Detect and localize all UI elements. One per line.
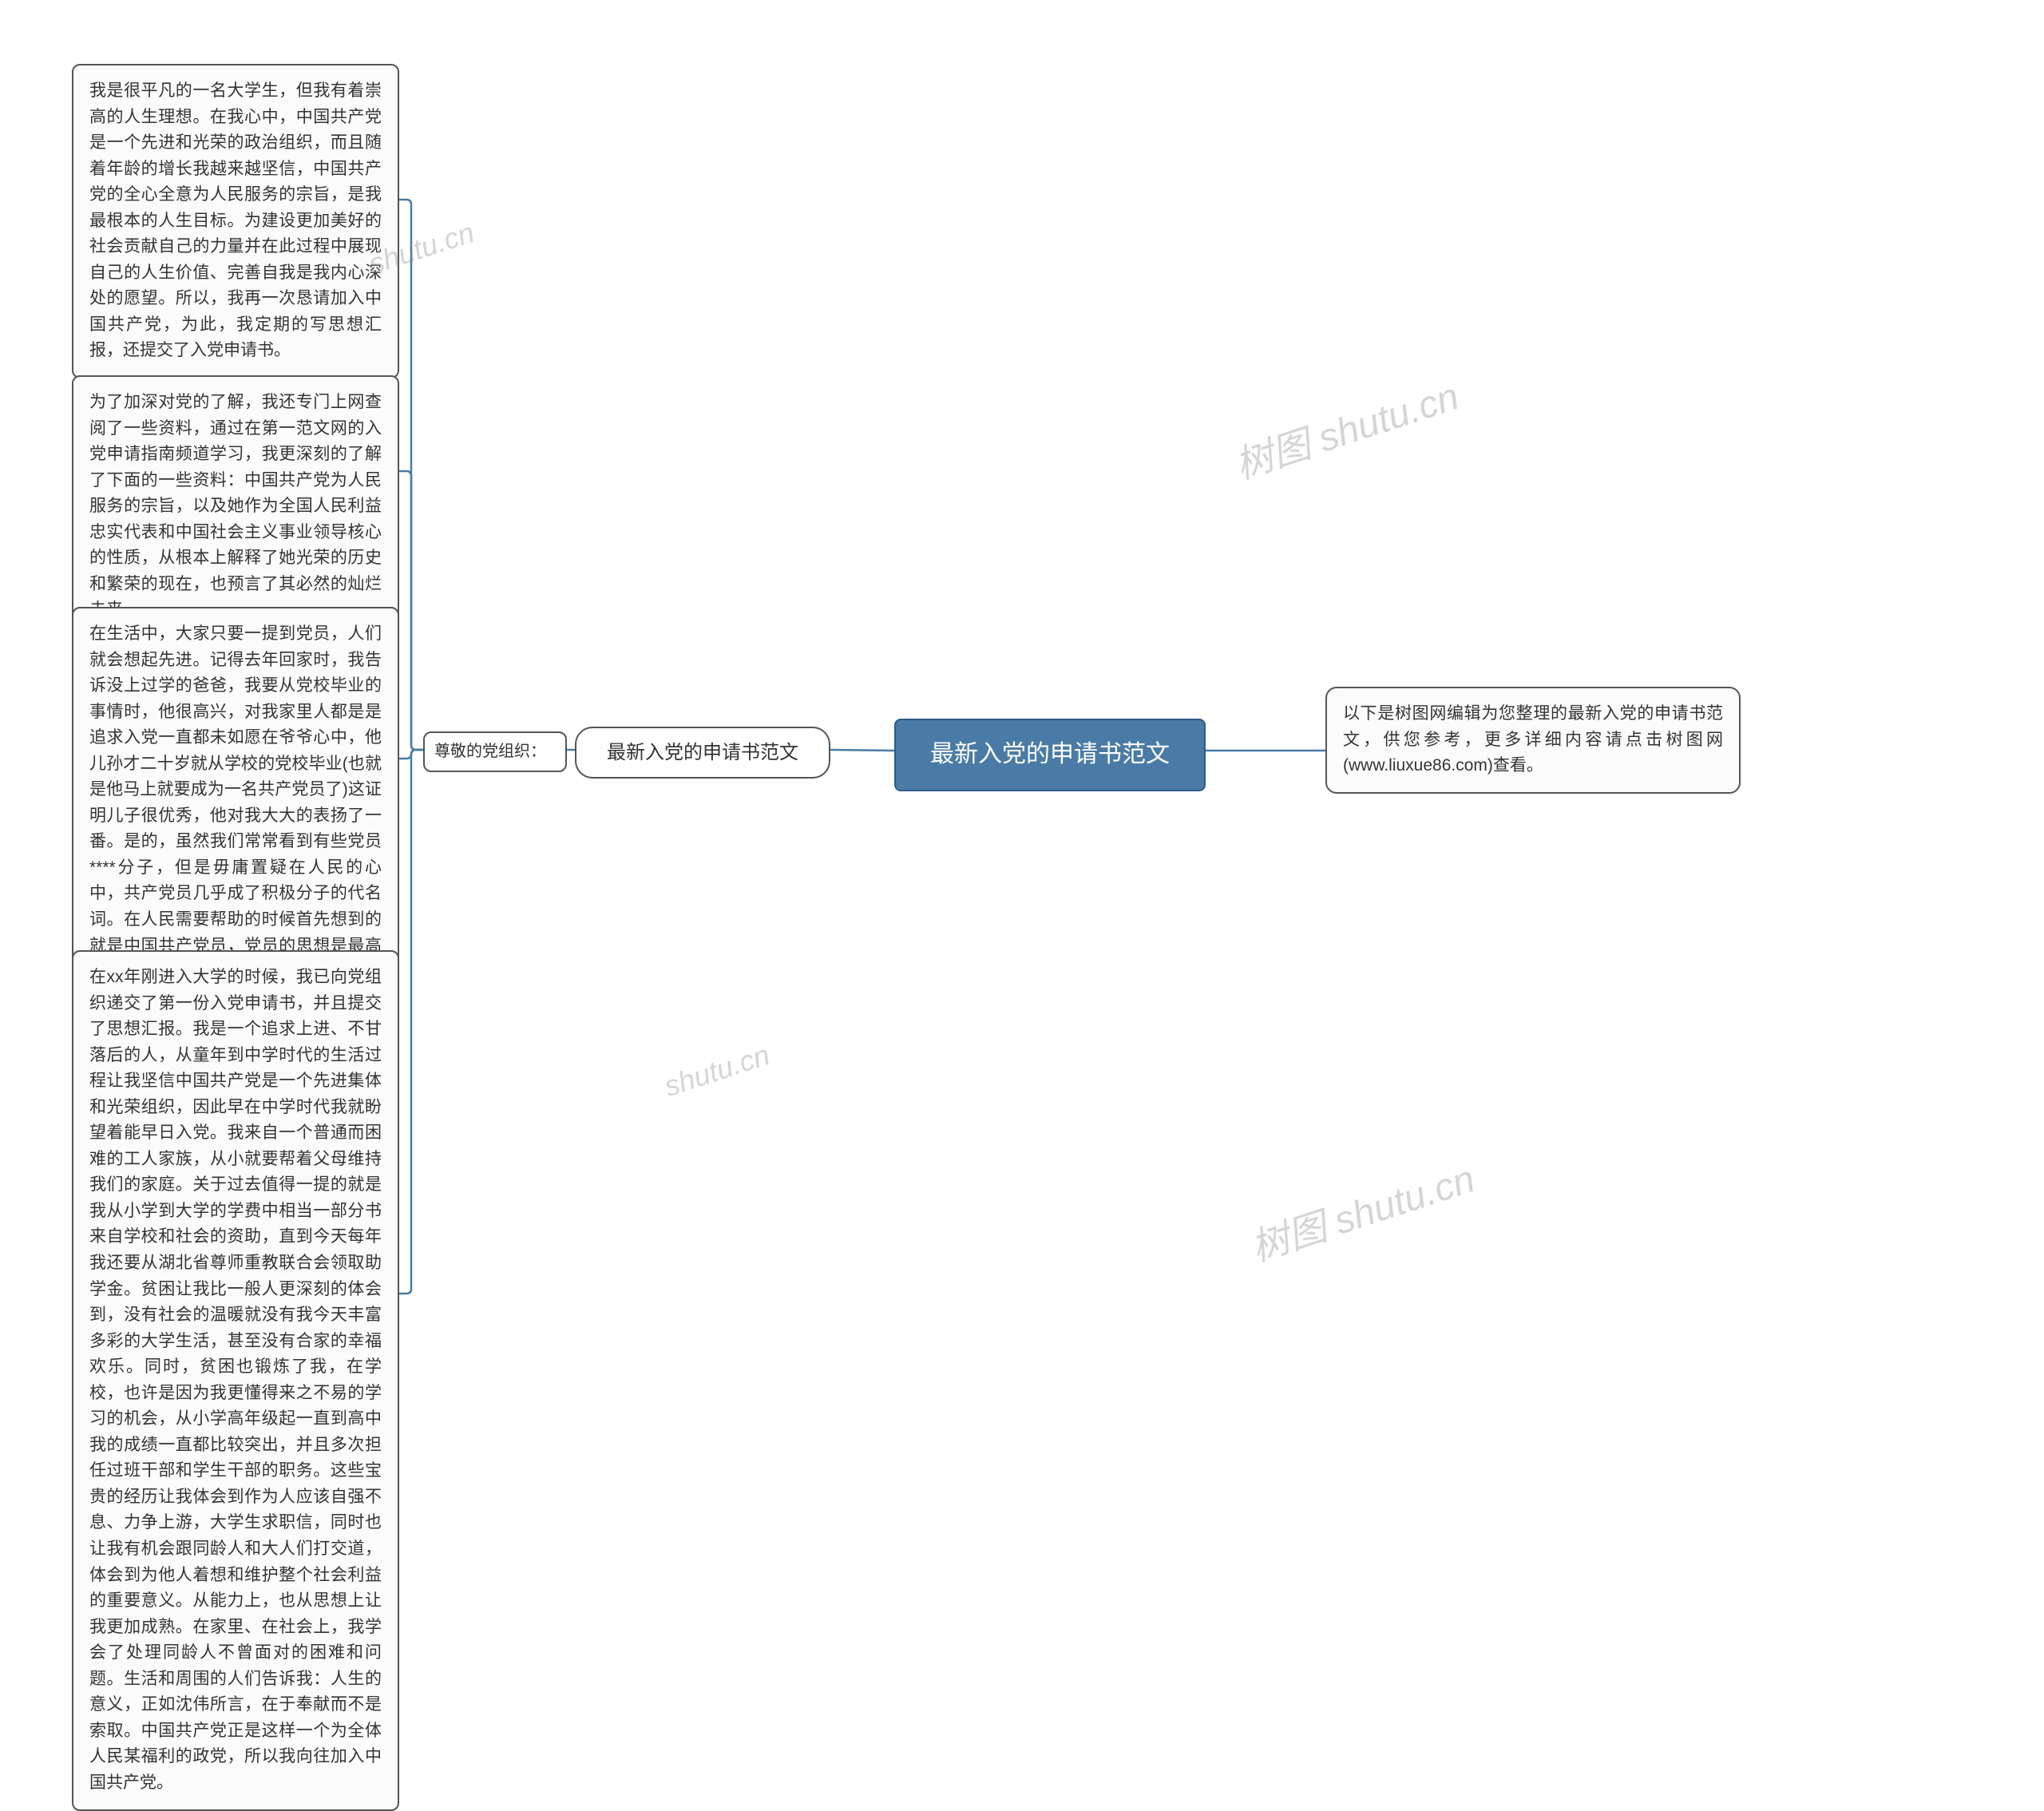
left-sub-greeting: 尊敬的党组织： (423, 731, 567, 772)
leaf-paragraph-2: 为了加深对党的了解，我还专门上网查阅了一些资料，通过在第一范文网的入党申请指南频… (72, 375, 399, 638)
connector-edge (399, 750, 423, 1294)
connector-edge (399, 750, 423, 759)
watermark-1: 树图 shutu.cn (1226, 365, 1464, 489)
connector-edge (399, 200, 423, 750)
watermark-4: shutu.cn (660, 1038, 774, 1104)
root-node[interactable]: 最新入党的申请书范文 (894, 719, 1206, 791)
leaf-paragraph-4: 在xx年刚进入大学的时候，我已向党组织递交了第一份入党申请书，并且提交了思想汇报… (72, 950, 399, 1811)
leaf-paragraph-1: 我是很平凡的一名大学生，但我有着崇高的人生理想。在我心中，中国共产党是一个先进和… (72, 64, 399, 378)
left-branch-title[interactable]: 最新入党的申请书范文 (575, 727, 830, 779)
watermark-2: 树图 shutu.cn (1242, 1147, 1480, 1272)
connector-edge (399, 471, 423, 750)
right-branch-description: 以下是树图网编辑为您整理的最新入党的申请书范文，供您参考，更多详细内容请点击树图… (1325, 687, 1741, 794)
connector-edge (830, 750, 894, 751)
leaf-paragraph-3: 在生活中，大家只要一提到党员，人们就会想起先进。记得去年回家时，我告诉没上过学的… (72, 607, 399, 1000)
